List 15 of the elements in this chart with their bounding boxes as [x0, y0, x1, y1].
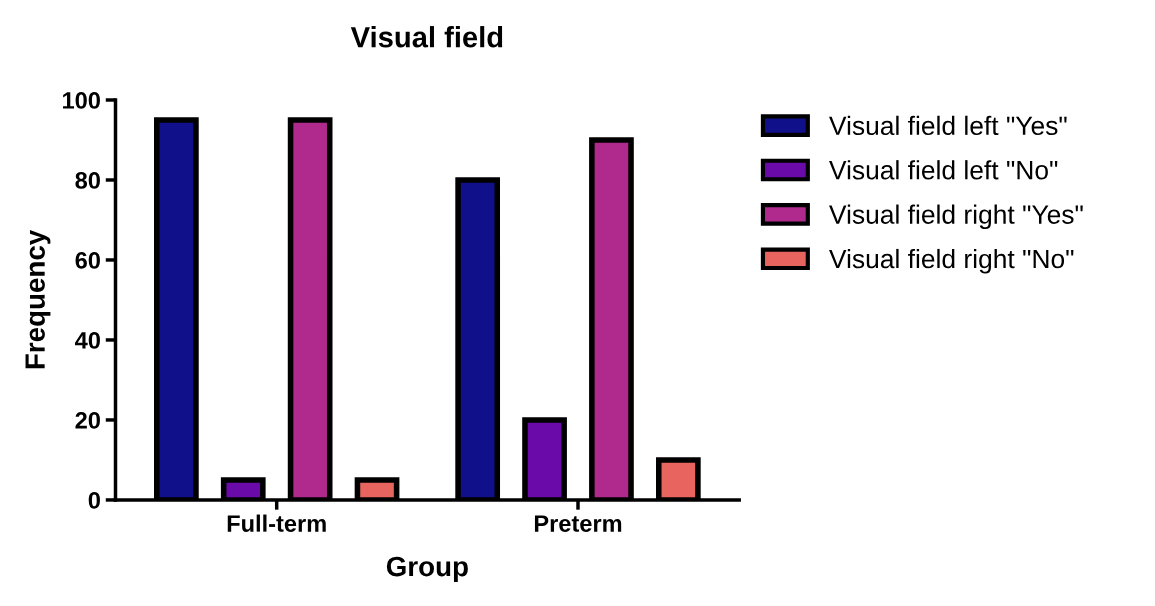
legend-label: Visual field left "No" [829, 160, 1058, 180]
y-tick-label: 40 [75, 332, 100, 349]
legend-label: Visual field right "No" [829, 248, 1074, 274]
x-axis-title: Group [386, 556, 468, 582]
y-tick-label: 100 [63, 92, 100, 109]
y-tick-label: 80 [75, 172, 100, 189]
x-tick-label: Preterm [534, 515, 622, 532]
y-tick-label: 60 [75, 252, 100, 269]
chart-title: Visual field [350, 26, 503, 48]
legend-label: Visual field left "Yes" [829, 115, 1067, 136]
legend-label: Visual field right "Yes" [829, 204, 1083, 230]
y-tick-label: 0 [88, 492, 100, 509]
y-tick-label: 20 [75, 412, 100, 429]
x-tick-label: Full-term [227, 514, 326, 532]
y-axis-title: Frequency [25, 229, 51, 369]
